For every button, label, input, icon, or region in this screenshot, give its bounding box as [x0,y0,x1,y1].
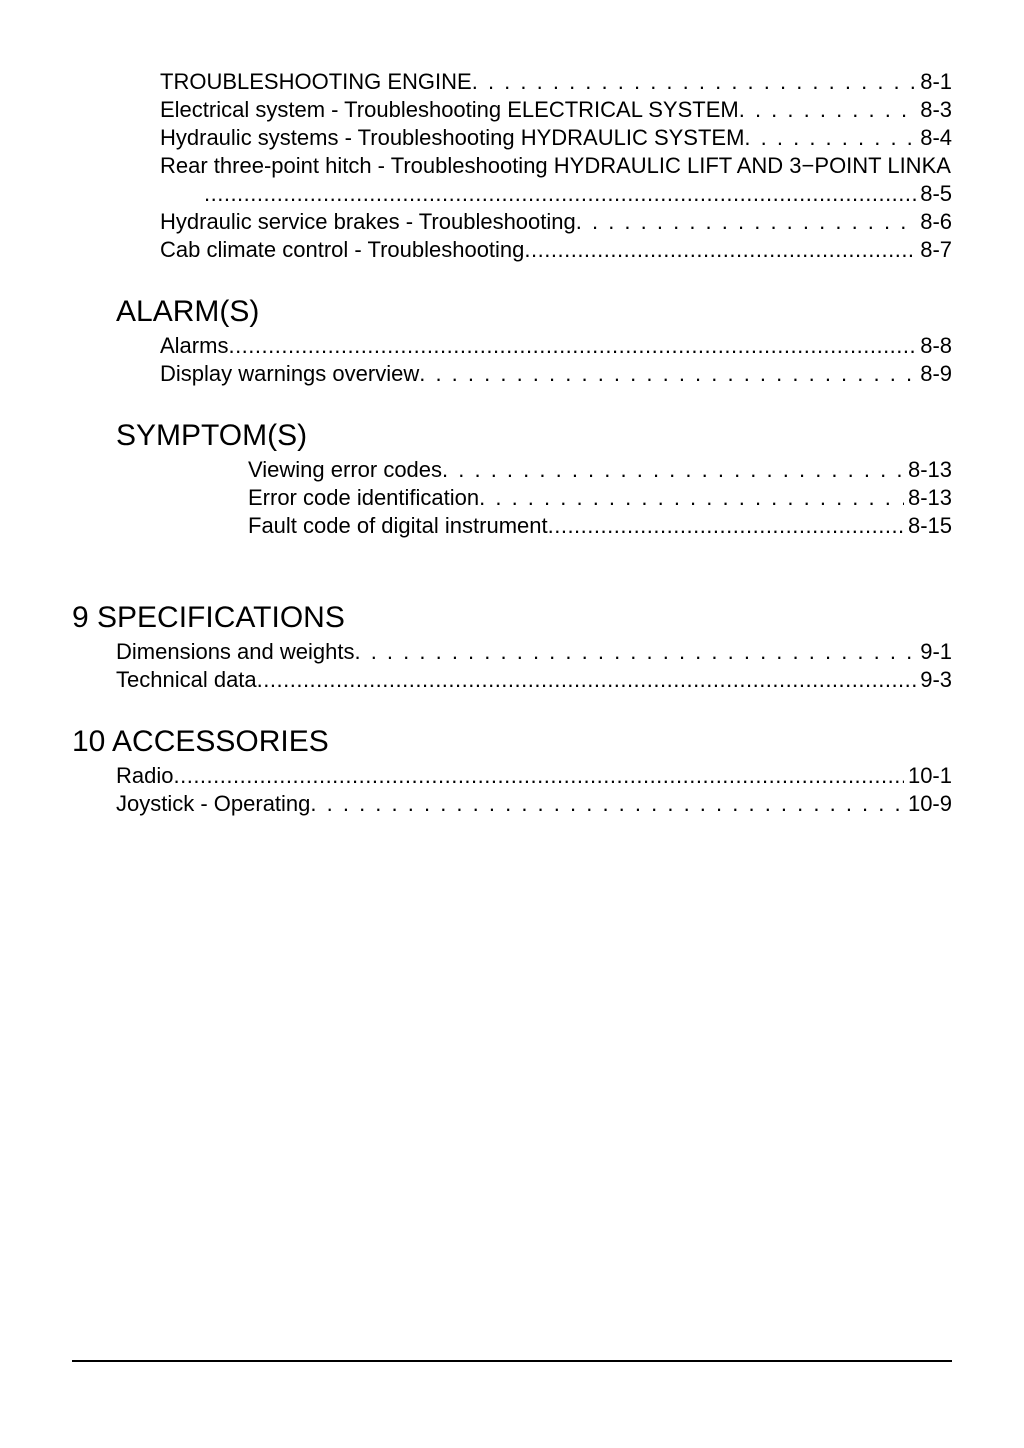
toc-leader [548,512,904,540]
toc-row: Hydraulic systems - Troubleshooting HYDR… [72,124,952,152]
toc-page: 8-9 [916,360,952,388]
toc-page: 10-1 [904,762,952,790]
toc-row: Display warnings overview 8-9 [72,360,952,388]
toc-page: 9-1 [916,638,952,666]
toc-row: Radio 10-1 [72,762,952,790]
toc-page: 8-1 [916,68,952,96]
toc-leader [472,68,916,96]
toc-row: Technical data 9-3 [72,666,952,694]
toc-leader [419,360,916,388]
toc-leader [739,96,916,124]
toc-label: Viewing error codes [248,456,442,484]
toc-page: 8-13 [904,484,952,512]
toc-row: Alarms 8-8 [72,332,952,360]
toc-leader [744,124,916,152]
toc-label: Radio [116,762,173,790]
toc-label: Fault code of digital instrument [248,512,548,540]
toc-leader [204,180,916,208]
toc-label: Technical data [116,666,257,694]
toc-page: 8-6 [916,208,952,236]
toc-leader [576,208,916,236]
toc-page: 10-9 [904,790,952,818]
toc-label: Dimensions and weights [116,638,354,666]
toc-label: Hydraulic systems - Troubleshooting HYDR… [160,124,744,152]
toc-leader [257,666,917,694]
toc-row-continuation: 8-5 [72,180,952,208]
section-heading-symptoms: SYMPTOM(S) [72,418,952,454]
toc-row: TROUBLESHOOTING ENGINE 8-1 [72,68,952,96]
toc-leader [228,332,916,360]
toc-label: Joystick - Operating [116,790,310,818]
toc-label: Hydraulic service brakes - Troubleshooti… [160,208,576,236]
toc-row: Hydraulic service brakes - Troubleshooti… [72,208,952,236]
toc-leader [479,484,904,512]
toc-label: Display warnings overview [160,360,419,388]
toc-page: 8-7 [916,236,952,264]
toc-page: 8-4 [916,124,952,152]
toc-row: Electrical system - Troubleshooting ELEC… [72,96,952,124]
toc-row: Error code identification 8-13 [72,484,952,512]
toc-leader [173,762,903,790]
toc-row: Viewing error codes 8-13 [72,456,952,484]
toc-page: 8-15 [904,512,952,540]
toc-leader [442,456,904,484]
toc-label: Cab climate control - Troubleshooting [160,236,524,264]
toc-leader [354,638,916,666]
toc-label: Error code identification [248,484,479,512]
toc-leader [524,236,916,264]
toc-page: 8-13 [904,456,952,484]
toc-label: Electrical system - Troubleshooting ELEC… [160,96,739,124]
toc-page: 8-8 [916,332,952,360]
section-heading-accessories: 10 ACCESSORIES [72,724,952,760]
footer-rule [72,1360,952,1362]
toc-row: Rear three-point hitch - Troubleshooting… [72,152,952,180]
page: TROUBLESHOOTING ENGINE 8-1 Electrical sy… [0,0,1024,1448]
toc-label: Alarms [160,332,228,360]
toc-row: Dimensions and weights 9-1 [72,638,952,666]
toc-label: TROUBLESHOOTING ENGINE [160,68,472,96]
toc-label: Rear three-point hitch - Troubleshooting… [160,152,952,180]
section-heading-alarms: ALARM(S) [72,294,952,330]
toc-page: 8-3 [916,96,952,124]
toc-row: Joystick - Operating 10-9 [72,790,952,818]
section-heading-specifications: 9 SPECIFICATIONS [72,600,952,636]
toc-page: 8-5 [916,180,952,208]
toc-leader [310,790,904,818]
toc-page: 9-3 [916,666,952,694]
toc-row: Fault code of digital instrument 8-15 [72,512,952,540]
toc-row: Cab climate control - Troubleshooting 8-… [72,236,952,264]
